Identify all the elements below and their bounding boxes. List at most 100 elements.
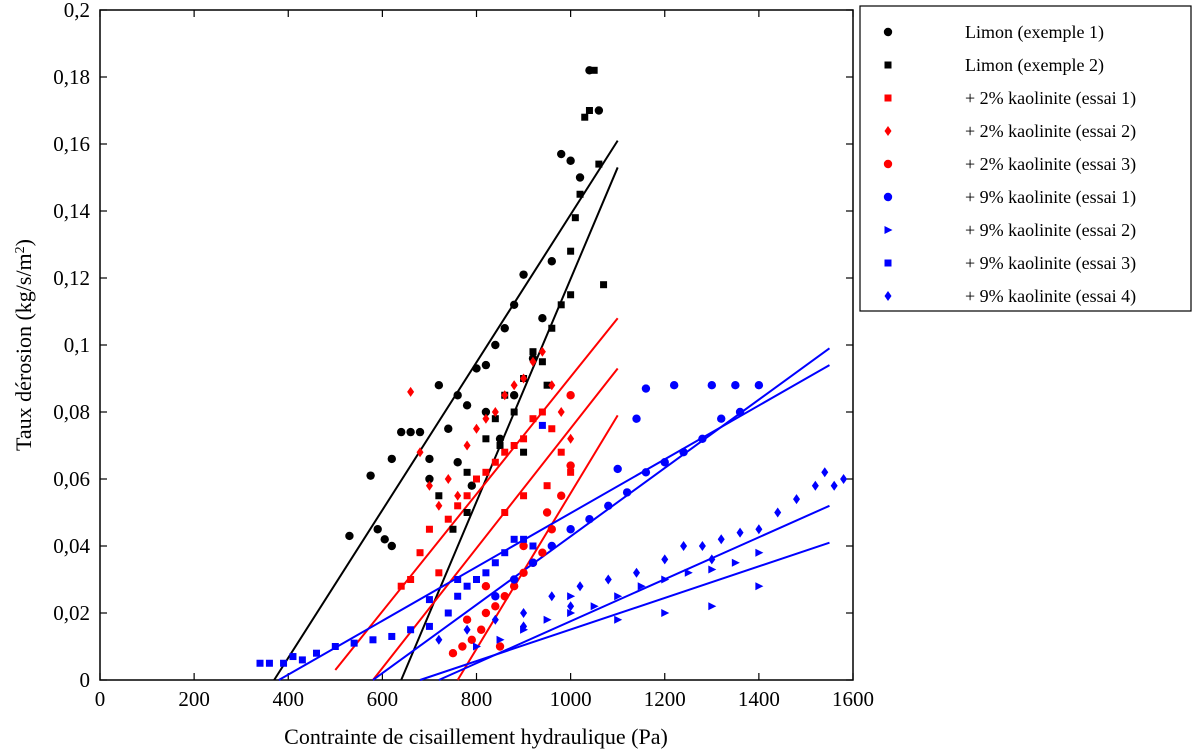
data-point	[840, 474, 848, 484]
data-point	[637, 582, 646, 591]
data-point	[707, 381, 717, 390]
legend-label: Limon (exemple 2)	[965, 55, 1104, 76]
data-point	[567, 468, 575, 476]
data-point	[496, 635, 505, 644]
data-point	[463, 468, 471, 476]
data-point	[708, 602, 717, 611]
data-point	[520, 535, 528, 543]
data-point	[463, 440, 471, 451]
y-axis-label-close: )	[11, 239, 36, 246]
data-point	[684, 568, 693, 577]
fit-line-9	[438, 504, 830, 681]
data-point	[453, 458, 462, 467]
data-point	[345, 531, 354, 541]
data-point	[548, 425, 556, 433]
y-tick-label: 0,18	[53, 65, 90, 89]
data-point	[510, 535, 518, 543]
data-point	[256, 659, 264, 667]
data-point	[444, 424, 453, 433]
legend-label: + 9% kaolinite (essai 2)	[965, 220, 1136, 241]
data-point	[567, 601, 575, 612]
data-point	[425, 622, 433, 630]
series-4	[407, 346, 575, 511]
data-point	[501, 509, 509, 516]
data-point	[708, 565, 717, 574]
data-point	[509, 582, 519, 591]
data-point	[529, 356, 537, 367]
data-point	[614, 592, 623, 601]
data-point	[387, 541, 396, 551]
data-point	[435, 634, 443, 645]
data-point	[594, 106, 604, 115]
x-tick-label: 800	[461, 687, 493, 711]
data-point	[298, 656, 306, 664]
data-point	[369, 636, 377, 644]
data-point	[600, 281, 608, 289]
legend-label: + 9% kaolinite (essai 3)	[965, 253, 1136, 274]
x-tick-label: 0	[95, 687, 106, 711]
data-point	[698, 541, 706, 551]
data-point	[585, 515, 594, 524]
x-tick-label: 1400	[738, 687, 780, 711]
data-point	[793, 494, 801, 505]
y-axis: 0 0,02 0,04 0,06 0,08 0,1 0,12 0,14 0,16 0,18 0,2	[53, 0, 853, 692]
fit-line-1	[273, 140, 619, 681]
data-point	[496, 442, 504, 449]
data-point	[622, 488, 632, 497]
data-point	[566, 525, 575, 534]
data-point	[519, 270, 528, 279]
data-point	[520, 608, 528, 618]
data-point	[462, 615, 472, 624]
data-points	[256, 66, 848, 667]
data-point	[661, 554, 669, 565]
data-point	[547, 257, 556, 266]
data-point	[434, 381, 444, 390]
data-point	[491, 592, 500, 601]
data-point	[500, 592, 509, 601]
data-point	[481, 407, 491, 417]
data-point	[397, 427, 406, 437]
legend-marker	[884, 126, 892, 136]
data-point	[557, 149, 566, 159]
data-point	[528, 558, 538, 567]
data-point	[538, 408, 546, 416]
data-point	[373, 525, 382, 534]
data-point	[547, 541, 556, 551]
data-point	[495, 434, 505, 443]
data-point	[407, 576, 415, 583]
data-point	[435, 569, 443, 577]
fit-line-3	[334, 317, 619, 671]
data-point	[641, 468, 651, 477]
data-point	[467, 635, 476, 644]
x-axis-label: Contrainte de cisaillement hydraulique (…	[284, 724, 668, 749]
data-point	[444, 515, 452, 523]
fit-line-6	[372, 347, 831, 681]
data-point	[520, 373, 528, 384]
data-point	[491, 415, 499, 423]
data-point	[614, 615, 623, 624]
data-point	[491, 602, 500, 611]
data-point	[585, 107, 593, 114]
legend-marker	[884, 61, 892, 69]
data-point	[463, 582, 471, 590]
data-point	[473, 475, 480, 483]
data-point	[406, 427, 415, 437]
data-point	[830, 480, 838, 491]
data-point	[590, 602, 599, 611]
data-point	[416, 447, 424, 458]
data-point	[519, 568, 528, 577]
y-tick-label: 0,08	[53, 400, 90, 424]
y-axis-label-sup: 2	[13, 246, 28, 253]
series-6	[491, 381, 764, 601]
data-point	[454, 490, 462, 501]
data-point	[482, 435, 490, 443]
fit-line-8	[278, 364, 830, 681]
x-tick-label: 400	[273, 687, 305, 711]
data-point	[289, 653, 297, 661]
data-point	[425, 596, 433, 604]
y-tick-label: 0,14	[53, 199, 90, 223]
data-point	[575, 173, 585, 182]
data-point	[425, 480, 433, 491]
data-point	[331, 643, 339, 650]
data-point	[491, 340, 500, 350]
